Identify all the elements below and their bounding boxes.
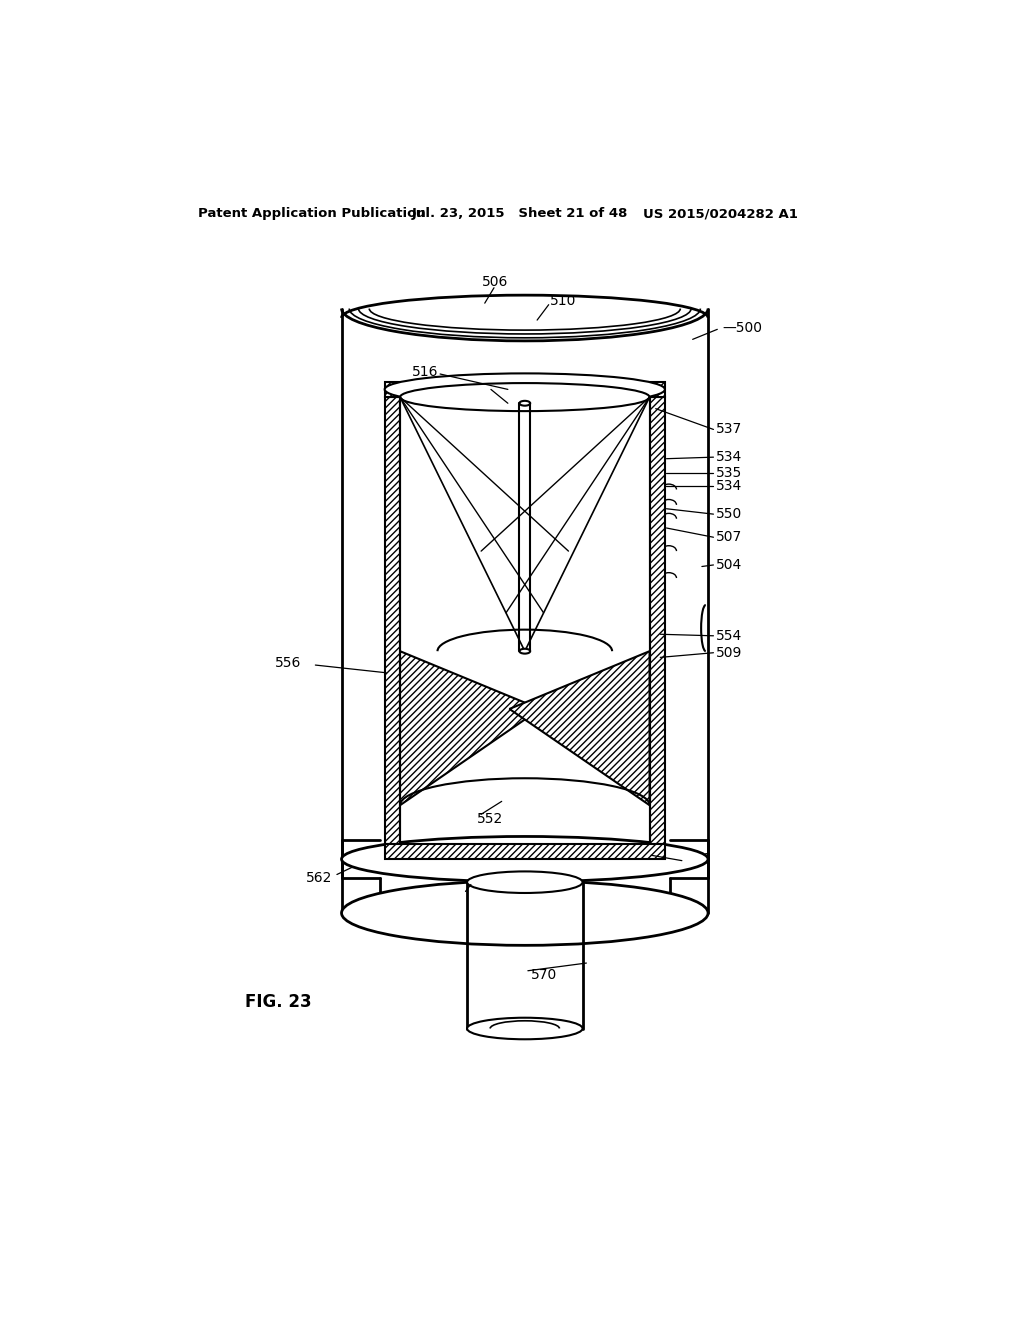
Text: 570: 570 bbox=[531, 968, 557, 982]
Text: Jul. 23, 2015   Sheet 21 of 48: Jul. 23, 2015 Sheet 21 of 48 bbox=[412, 207, 628, 220]
Text: 550: 550 bbox=[716, 507, 742, 521]
Ellipse shape bbox=[519, 648, 530, 653]
Text: 534: 534 bbox=[716, 450, 742, 465]
Bar bbox=[385, 397, 400, 843]
Text: 536: 536 bbox=[493, 381, 519, 395]
Ellipse shape bbox=[400, 383, 649, 411]
Text: 506: 506 bbox=[481, 275, 508, 289]
Text: 562: 562 bbox=[306, 871, 333, 886]
Ellipse shape bbox=[342, 880, 708, 945]
Ellipse shape bbox=[342, 837, 708, 882]
Text: 534: 534 bbox=[716, 479, 742, 494]
Polygon shape bbox=[400, 651, 541, 805]
Text: —500: —500 bbox=[722, 321, 762, 335]
Text: 556: 556 bbox=[275, 656, 302, 669]
Text: 535: 535 bbox=[716, 466, 742, 479]
Bar bbox=[385, 843, 665, 859]
Ellipse shape bbox=[467, 1018, 583, 1039]
Text: 516: 516 bbox=[412, 366, 438, 379]
Text: 504: 504 bbox=[716, 558, 742, 572]
Ellipse shape bbox=[467, 871, 583, 892]
Text: 552: 552 bbox=[477, 812, 504, 826]
Text: 510: 510 bbox=[550, 294, 577, 308]
Text: 509: 509 bbox=[716, 645, 742, 660]
Text: FIG. 23: FIG. 23 bbox=[245, 993, 311, 1011]
Ellipse shape bbox=[385, 374, 665, 405]
Text: Patent Application Publication: Patent Application Publication bbox=[199, 207, 426, 220]
Bar bbox=[385, 381, 665, 397]
Text: 554: 554 bbox=[716, 628, 742, 643]
Text: 562: 562 bbox=[444, 890, 471, 903]
Ellipse shape bbox=[519, 401, 530, 405]
Text: US 2015/0204282 A1: US 2015/0204282 A1 bbox=[643, 207, 798, 220]
Bar bbox=[649, 397, 665, 843]
Text: 537: 537 bbox=[716, 422, 742, 437]
Polygon shape bbox=[509, 651, 649, 805]
Text: 507: 507 bbox=[716, 531, 742, 544]
Text: 566: 566 bbox=[685, 853, 712, 866]
